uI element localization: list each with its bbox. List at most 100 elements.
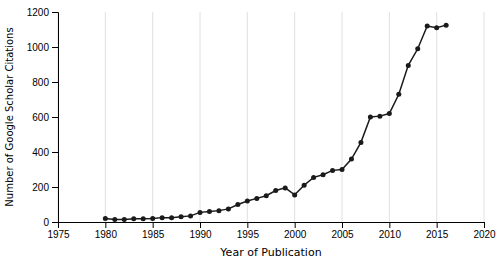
tick-mark	[52, 82, 58, 83]
tick-mark	[153, 222, 154, 228]
point	[321, 172, 326, 177]
tick-label: 1975	[47, 229, 70, 240]
point	[349, 157, 354, 162]
tick-label: 0	[43, 217, 49, 228]
tick-mark	[389, 222, 390, 228]
tick-mark	[105, 222, 106, 228]
point	[122, 217, 127, 222]
grid-line	[152, 12, 153, 222]
point	[245, 199, 250, 204]
point	[264, 193, 269, 198]
chart: 1975198019851990199520002005201020152020…	[0, 0, 500, 262]
point	[103, 216, 108, 221]
grid-line	[342, 12, 343, 222]
tick-mark	[52, 117, 58, 118]
tick-label: 2020	[473, 229, 496, 240]
x-axis-title: Year of Publication	[219, 246, 321, 259]
line	[105, 25, 446, 219]
tick-label: 600	[32, 112, 49, 123]
point	[226, 206, 231, 211]
point	[160, 215, 165, 220]
tick-label: 400	[32, 147, 49, 158]
tick-label: 2010	[379, 229, 402, 240]
tick: 800	[32, 77, 58, 88]
grid-line	[294, 12, 295, 222]
tick-mark	[52, 47, 58, 48]
tick-label: 200	[32, 182, 49, 193]
grid-line	[436, 12, 437, 222]
axis-line	[52, 13, 59, 223]
grid-line	[389, 12, 390, 222]
grid-line	[105, 12, 106, 222]
tick: 400	[32, 147, 58, 158]
tick-label: 1000	[27, 42, 50, 53]
point	[368, 115, 373, 120]
tick-mark	[52, 12, 58, 13]
point	[207, 209, 212, 214]
tick: 2010	[379, 222, 402, 240]
tick: 1200	[27, 7, 58, 18]
point	[198, 210, 203, 215]
point	[141, 216, 146, 221]
point	[169, 215, 174, 220]
point	[358, 140, 363, 145]
point	[406, 63, 411, 68]
tick: 1000	[27, 42, 58, 53]
tick: 1980	[95, 222, 118, 240]
tick: 600	[32, 112, 58, 123]
point	[283, 185, 288, 190]
point	[302, 183, 307, 188]
point	[377, 114, 382, 119]
point	[150, 216, 155, 221]
tick-mark	[52, 152, 58, 153]
point	[179, 214, 184, 219]
tick: 1995	[237, 222, 260, 240]
x-axis: 1975 1980 1985 1990 1995 2000 2005 2010 2015 2020	[47, 222, 496, 240]
tick: 1975	[47, 222, 70, 240]
point	[131, 216, 136, 221]
tick: 2015	[426, 222, 449, 240]
tick-mark	[52, 222, 58, 223]
point	[396, 92, 401, 97]
tick-mark	[52, 187, 58, 188]
tick: 0	[43, 217, 58, 228]
tick-mark	[437, 222, 438, 228]
plot-area: 1975198019851990199520002005201020152020…	[27, 7, 496, 240]
tick-label: 800	[32, 77, 49, 88]
point	[216, 208, 221, 213]
point	[254, 196, 259, 201]
grid	[58, 12, 484, 222]
point	[311, 175, 316, 180]
y-axis: 0 200 400 600 800 1000 1200	[27, 7, 59, 228]
point	[444, 23, 449, 28]
grid-line	[247, 12, 248, 222]
tick-mark	[342, 222, 343, 228]
point	[112, 217, 117, 222]
tick-label: 1985	[142, 229, 165, 240]
point	[292, 192, 297, 197]
y-axis-title: Number of Google Scholar Citations	[4, 27, 15, 206]
point	[434, 25, 439, 30]
tick-label: 1990	[189, 229, 212, 240]
tick-label: 2000	[284, 229, 307, 240]
tick-label: 1995	[237, 229, 260, 240]
point	[188, 213, 193, 218]
axis-line	[59, 223, 485, 229]
tick: 1990	[189, 222, 212, 240]
grid-line	[200, 12, 201, 222]
tick-label: 1980	[95, 229, 118, 240]
tick-mark	[484, 222, 485, 228]
point	[340, 167, 345, 172]
tick: 2020	[473, 222, 496, 240]
point	[387, 111, 392, 116]
tick-label: 1200	[27, 7, 50, 18]
tick: 200	[32, 182, 58, 193]
tick-label: 2005	[331, 229, 354, 240]
point	[425, 24, 430, 29]
tick: 2005	[331, 222, 354, 240]
tick-mark	[295, 222, 296, 228]
tick-mark	[200, 222, 201, 228]
tick: 2000	[284, 222, 307, 240]
point	[235, 202, 240, 207]
marks	[103, 23, 449, 222]
